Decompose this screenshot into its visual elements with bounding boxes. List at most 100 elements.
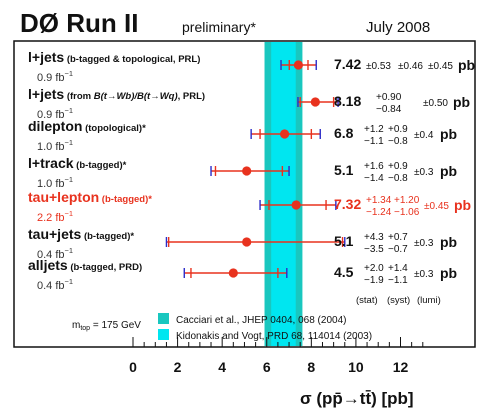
stat-uncertainty-down: −1.9	[364, 275, 384, 286]
channel-note: , PRL)	[178, 91, 205, 102]
x-tick-label: 6	[263, 359, 271, 375]
unit-label: pb	[440, 265, 457, 281]
stat-uncertainty-up: +4.3	[364, 232, 384, 243]
lumi-uncertainty: ±0.4	[414, 130, 434, 141]
measurement-row: alljets (b-tagged, PRD)0.4 fb−14.5 +2.0−1…	[28, 257, 457, 292]
measurement-row: tau+jets (b-tagged)* 0.4 fb−1 5.1 +4.3−3.5 +…	[28, 226, 457, 261]
luminosity-label: 0.4 fb−1	[37, 277, 73, 292]
lumi-exponent: −1	[65, 175, 74, 184]
column-header: (lumi)	[417, 295, 441, 306]
channel-name: alljets	[28, 257, 68, 273]
syst-uncertainty-up: +1.20	[394, 195, 420, 206]
legend-swatch-cacciari	[158, 313, 169, 324]
syst-uncertainty-up: +0.9	[388, 124, 408, 135]
measurement-row: dilepton (topological)*1.0 fb−16.8 +1.2−1…	[28, 118, 457, 153]
lumi-value: 0.9 fb	[37, 72, 65, 84]
channel-note: (b-tagged)*	[81, 231, 134, 242]
cross-section-value: 7.32	[334, 196, 361, 212]
measurement-name: tau+lepton (b-tagged)*	[28, 189, 152, 205]
syst-uncertainty-down: −1.06	[394, 207, 420, 218]
stat-uncertainty-up: +1.34	[366, 195, 392, 206]
luminosity-label: 0.9 fb−1	[37, 106, 73, 121]
unit-label: pb	[440, 234, 457, 250]
cross-section-value: 8.18	[334, 93, 361, 109]
channel-note: (b-tagged & topological, PRL)	[64, 54, 200, 65]
preliminary-label: preliminary*	[182, 19, 256, 35]
syst-uncertainty-up: +0.7	[388, 232, 408, 243]
lumi-value: 0.4 fb	[37, 249, 65, 261]
lumi-exponent: −1	[65, 106, 74, 115]
channel-note: (b-tagged)*	[99, 194, 152, 205]
lumi-exponent: −1	[65, 69, 74, 78]
channel-name: tau+jets	[28, 226, 82, 242]
syst-uncertainty-down: −0.84	[376, 104, 402, 115]
cross-section-value: 7.42	[334, 56, 361, 72]
stat-uncertainty-up: +2.0	[364, 263, 384, 274]
lumi-uncertainty: ±0.3	[414, 269, 434, 280]
channel-name: dilepton	[28, 118, 82, 134]
mtop-label: mtop = 175 GeV	[72, 320, 141, 332]
lumi-value: 0.9 fb	[37, 109, 65, 121]
lumi-uncertainty: ±0.3	[414, 167, 434, 178]
measurement-name: l+jets (from B(t→Wb)/B(t→Wq), PRL)	[28, 86, 205, 102]
channel-name: l+track	[28, 155, 74, 171]
syst-uncertainty-down: −1.1	[388, 275, 408, 286]
lumi-value: 1.0 fb	[37, 178, 65, 190]
lumi-exponent: −1	[65, 246, 74, 255]
lumi-exponent: −1	[65, 209, 74, 218]
syst-uncertainty-up: +0.90	[376, 92, 402, 103]
lumi-value: 1.0 fb	[37, 141, 65, 153]
stat-uncertainty-up: +1.6	[364, 161, 384, 172]
stat-uncertainty-down: −3.5	[364, 244, 384, 255]
cross-section-value: 4.5	[334, 264, 354, 280]
mtop-value: = 175 GeV	[90, 320, 141, 331]
unit-label: pb	[440, 126, 457, 142]
measurement-name: alljets (b-tagged, PRD)	[28, 257, 142, 273]
unit-label: pb	[453, 94, 470, 110]
stat-uncertainty-down: −1.24	[366, 207, 392, 218]
legend-label-cacciari: Cacciari et al., JHEP 0404, 068 (2004)	[176, 315, 346, 326]
channel-note: (from	[64, 91, 94, 102]
lumi-uncertainty: ±0.3	[414, 238, 434, 249]
luminosity-label: 2.2 fb−1	[37, 209, 73, 224]
x-tick-label: 10	[348, 359, 364, 375]
x-tick-label: 8	[307, 359, 315, 375]
lumi-exponent: −1	[65, 277, 74, 286]
unit-label: pb	[440, 163, 457, 179]
data-point	[242, 237, 252, 247]
x-tick-label: 12	[393, 359, 409, 375]
data-point	[242, 166, 252, 176]
date-label: July 2008	[366, 19, 430, 36]
column-header: (syst)	[387, 295, 410, 306]
data-point	[310, 97, 320, 107]
luminosity-label: 1.0 fb−1	[37, 138, 73, 153]
syst-uncertainty-down: −0.8	[388, 173, 408, 184]
syst-uncertainty-down: −0.7	[388, 244, 408, 255]
measurement-row: l+jets (from B(t→Wb)/B(t→Wq), PRL) 0.9 fb…	[28, 86, 470, 121]
lumi-uncertainty: ±0.50	[423, 98, 448, 109]
lumi-uncertainty: ±0.45	[428, 61, 453, 72]
x-tick-label: 0	[129, 359, 137, 375]
channel-name: tau+lepton	[28, 189, 99, 205]
syst-uncertainty-up: +1.4	[388, 263, 408, 274]
cross-section-value: 5.1	[334, 233, 354, 249]
data-point	[279, 129, 290, 139]
measurement-name: l+track (b-tagged)*	[28, 155, 127, 171]
stat-uncertainty: ±0.53	[366, 61, 391, 72]
syst-uncertainty-down: −0.8	[388, 136, 408, 147]
channel-note-math: B(t→Wb)/B(t→Wq)	[94, 91, 178, 102]
cross-section-value: 5.1	[334, 162, 354, 178]
stat-uncertainty-down: −1.4	[364, 173, 384, 184]
legend-swatch-kidonakis	[158, 329, 169, 340]
luminosity-label: 1.0 fb−1	[37, 175, 73, 190]
measurement-row: tau+lepton (b-tagged)*2.2 fb−17.32 +1.34−…	[28, 189, 471, 224]
channel-name: l+jets	[28, 86, 64, 102]
lumi-exponent: −1	[65, 138, 74, 147]
stat-uncertainty-up: +1.2	[364, 124, 384, 135]
x-axis-label: σ (pp̄→tt̄) [pb]	[300, 389, 414, 408]
x-tick-label: 2	[174, 359, 182, 375]
unit-label: pb	[454, 197, 471, 213]
measurement-row: l+jets (b-tagged & topological, PRL) 0.9 …	[28, 49, 475, 84]
data-point	[228, 268, 238, 278]
